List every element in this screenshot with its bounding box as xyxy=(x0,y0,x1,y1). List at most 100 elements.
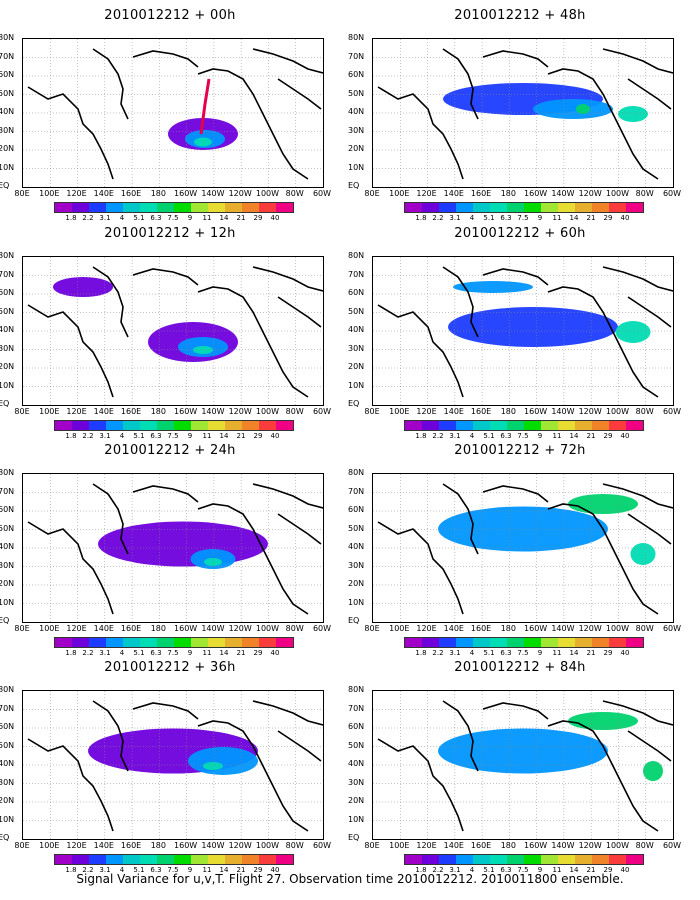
colorbar-swatch xyxy=(456,855,473,864)
colorbar-swatch xyxy=(191,203,208,212)
colorbar-swatch xyxy=(89,638,106,647)
colorbar-swatch xyxy=(490,638,507,647)
variance-map xyxy=(373,474,673,622)
lat-label: 30N xyxy=(348,125,365,135)
lat-label: 50N xyxy=(348,88,365,98)
lon-label: 100E xyxy=(39,624,60,633)
colorbar-label: 11 xyxy=(202,214,212,222)
colorbar-swatch xyxy=(524,638,541,647)
coastline xyxy=(132,50,199,68)
lon-label: 80W xyxy=(635,407,654,416)
lat-label: 50N xyxy=(348,523,365,533)
lat-label: 60N xyxy=(0,288,15,297)
panel-title: 2010012212 + 48h xyxy=(454,8,586,23)
colorbar-label: 7.5 xyxy=(517,649,529,657)
colorbar xyxy=(54,202,294,213)
lat-label: 10N xyxy=(0,380,15,390)
colorbar-swatch xyxy=(225,638,242,647)
colorbar-label: 14 xyxy=(219,866,229,874)
lon-label: 80E xyxy=(14,841,30,850)
lat-label: 80N xyxy=(0,685,15,694)
lon-label: 80E xyxy=(14,624,30,633)
colorbar-label: 1.8 xyxy=(415,649,427,657)
variance-contour xyxy=(568,712,638,730)
lon-label: 120W xyxy=(228,841,252,850)
lon-label: 120W xyxy=(578,624,602,633)
lat-label: 20N xyxy=(348,362,365,371)
lon-label: 140W xyxy=(551,624,575,633)
coastline xyxy=(482,485,549,503)
lon-label: 60W xyxy=(662,189,682,198)
colorbar-label: 29 xyxy=(253,649,263,657)
lat-label: 80N xyxy=(0,468,15,477)
colorbar-label: 40 xyxy=(620,214,630,222)
colorbar-label: 11 xyxy=(552,649,562,657)
colorbar-label: 6.3 xyxy=(150,649,162,657)
lon-label: 160W xyxy=(174,189,198,198)
colorbar-swatch xyxy=(140,638,157,647)
coastline xyxy=(482,702,549,720)
coastline xyxy=(92,483,129,555)
coastline xyxy=(442,700,479,772)
colorbar-label: 4 xyxy=(469,214,475,222)
colorbar-swatch xyxy=(55,203,72,212)
variance-contour xyxy=(204,558,222,566)
lat-label: 50N xyxy=(348,306,365,316)
lon-label: 100E xyxy=(389,407,410,416)
lon-label: 160E xyxy=(120,841,142,850)
lon-label: 60W xyxy=(312,407,332,416)
colorbar-label: 29 xyxy=(253,214,263,222)
colorbar-label: 3.1 xyxy=(449,214,461,222)
lon-label: 60W xyxy=(662,407,682,416)
colorbar-swatch xyxy=(157,855,174,864)
map-frame xyxy=(372,38,674,188)
colorbar-label: 29 xyxy=(603,214,613,222)
colorbar-label: 4 xyxy=(119,649,125,657)
colorbar-swatch xyxy=(123,855,140,864)
colorbar-swatch xyxy=(592,638,609,647)
colorbar-swatch xyxy=(558,203,575,212)
lat-label: 50N xyxy=(0,88,15,98)
lat-label: 40N xyxy=(348,107,365,116)
lat-label: 30N xyxy=(0,560,15,570)
coastline xyxy=(277,296,322,328)
colorbar-label: 3.1 xyxy=(99,866,111,874)
colorbar-swatch xyxy=(106,855,123,864)
colorbar-label: 2.2 xyxy=(432,214,444,222)
colorbar-swatch xyxy=(507,421,524,430)
lat-label: 20N xyxy=(348,796,365,805)
lat-label: 40N xyxy=(348,542,365,551)
coastline xyxy=(602,700,673,726)
colorbar-swatch xyxy=(140,421,157,430)
coastline xyxy=(277,730,322,762)
lon-label: 180 xyxy=(500,624,516,633)
colorbar-label: 4 xyxy=(119,214,125,222)
lat-label: 60N xyxy=(348,70,365,79)
coastline xyxy=(602,48,673,74)
lon-label: 160W xyxy=(524,624,548,633)
lon-label: 100E xyxy=(389,841,410,850)
lat-label: EQ xyxy=(348,181,360,190)
lon-label: 100E xyxy=(39,407,60,416)
colorbar-label: 21 xyxy=(586,866,596,874)
lat-label: 40N xyxy=(0,542,15,551)
lon-label: 140W xyxy=(201,841,225,850)
colorbar-swatch xyxy=(123,638,140,647)
lat-label: 50N xyxy=(0,523,15,533)
colorbar-label: 1.8 xyxy=(65,432,77,440)
colorbar-swatch xyxy=(456,638,473,647)
colorbar-swatch xyxy=(626,855,643,864)
lat-label: 80N xyxy=(348,468,365,477)
lon-label: 120E xyxy=(66,407,87,416)
colorbar-label: 14 xyxy=(569,432,579,440)
colorbar-swatch xyxy=(473,638,490,647)
lon-label: 120W xyxy=(578,189,602,198)
lat-label: 80N xyxy=(348,251,365,260)
colorbar-label: 11 xyxy=(552,866,562,874)
colorbar-swatch xyxy=(439,638,456,647)
lat-label: 80N xyxy=(348,685,365,694)
colorbar-swatch xyxy=(157,203,174,212)
lon-label: 160E xyxy=(120,189,142,198)
coastline xyxy=(197,286,309,398)
lat-label: 60N xyxy=(348,288,365,297)
